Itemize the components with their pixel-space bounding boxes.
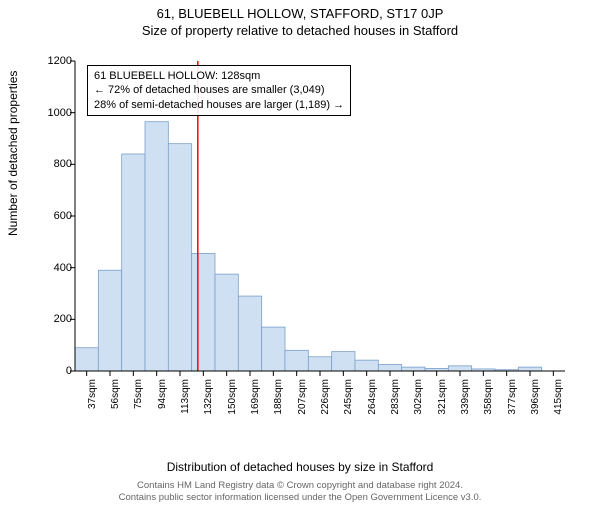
x-tick-label: 283sqm <box>390 379 401 424</box>
chart-container: 61, BLUEBELL HOLLOW, STAFFORD, ST17 0JP … <box>0 6 600 506</box>
x-tick-label: 94sqm <box>157 379 168 424</box>
x-tick-label: 321sqm <box>437 379 448 424</box>
footer-line1: Contains HM Land Registry data © Crown c… <box>0 480 600 492</box>
x-tick-label: 132sqm <box>203 379 214 424</box>
x-tick-label: 264sqm <box>367 379 378 424</box>
y-tick-label: 0 <box>42 365 72 377</box>
chart-subtitle: Size of property relative to detached ho… <box>0 23 600 38</box>
x-tick-label: 37sqm <box>87 379 98 424</box>
page-title: 61, BLUEBELL HOLLOW, STAFFORD, ST17 0JP <box>0 6 600 21</box>
y-tick-label: 1000 <box>42 107 72 119</box>
x-tick-label: 396sqm <box>530 379 541 424</box>
x-tick-label: 245sqm <box>343 379 354 424</box>
y-tick-label: 600 <box>42 210 72 222</box>
y-tick-label: 400 <box>42 262 72 274</box>
infobox-line3: 28% of semi-detached houses are larger (… <box>94 98 344 112</box>
x-tick-label: 207sqm <box>297 379 308 424</box>
x-tick-label: 415sqm <box>553 379 564 424</box>
footer-line2: Contains public sector information licen… <box>0 492 600 504</box>
x-tick-label: 75sqm <box>133 379 144 424</box>
y-tick-label: 200 <box>42 313 72 325</box>
x-tick-label: 169sqm <box>250 379 261 424</box>
x-tick-label: 150sqm <box>227 379 238 424</box>
footer: Contains HM Land Registry data © Crown c… <box>0 480 600 504</box>
x-tick-label: 302sqm <box>413 379 424 424</box>
infobox-line2: ← 72% of detached houses are smaller (3,… <box>94 83 344 97</box>
infobox-line1: 61 BLUEBELL HOLLOW: 128sqm <box>94 69 344 83</box>
x-tick-label: 339sqm <box>460 379 471 424</box>
x-axis-label: Distribution of detached houses by size … <box>0 460 600 474</box>
x-tick-label: 56sqm <box>110 379 121 424</box>
x-tick-label: 113sqm <box>180 379 191 424</box>
y-tick-label: 800 <box>42 158 72 170</box>
x-tick-label: 377sqm <box>507 379 518 424</box>
x-tick-label: 188sqm <box>273 379 284 424</box>
y-axis-label: Number of detached properties <box>6 71 20 236</box>
x-tick-label: 358sqm <box>483 379 494 424</box>
marker-infobox: 61 BLUEBELL HOLLOW: 128sqm ← 72% of deta… <box>87 65 351 116</box>
y-tick-label: 1200 <box>42 55 72 67</box>
x-tick-label: 226sqm <box>320 379 331 424</box>
